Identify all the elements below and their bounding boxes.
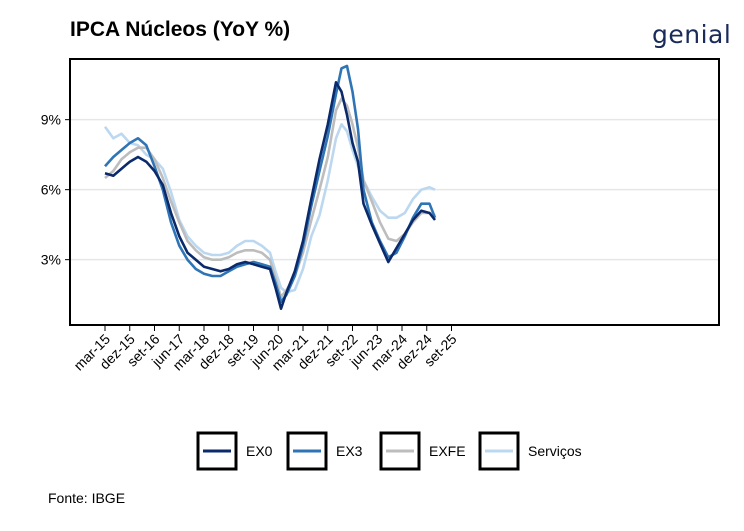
legend: EX0 EX3 EXFE Serviços <box>196 431 582 471</box>
y-tick-label: 3% <box>41 252 61 268</box>
series-line-serviços <box>103 123 436 294</box>
y-tick-label: 6% <box>41 182 61 198</box>
legend-item: Serviços <box>478 431 582 471</box>
y-tick-label: 9% <box>41 112 61 128</box>
series-lines <box>103 64 437 311</box>
legend-label: Serviços <box>528 443 582 459</box>
y-axis: 3% 6% 9% <box>41 112 70 268</box>
legend-label: EX0 <box>246 443 273 459</box>
legend-item: EXFE <box>379 431 466 471</box>
series-line-exfe <box>104 97 436 299</box>
source-note: Fonte: IBGE <box>48 490 126 506</box>
x-axis: mar-15dez-15set-16jun-17mar-18dez-18set-… <box>70 325 460 373</box>
brand-logo: genial <box>652 20 732 49</box>
plot-frame <box>69 58 720 326</box>
legend-label: EXFE <box>429 443 466 459</box>
legend-label: EX3 <box>336 443 363 459</box>
chart-title: IPCA Núcleos (YoY %) <box>70 18 291 41</box>
series-line-ex0 <box>104 81 437 311</box>
grid-lines <box>70 118 719 261</box>
legend-item: EX3 <box>286 431 363 471</box>
series-line-ex3 <box>104 64 437 304</box>
legend-item: EX0 <box>196 431 273 471</box>
